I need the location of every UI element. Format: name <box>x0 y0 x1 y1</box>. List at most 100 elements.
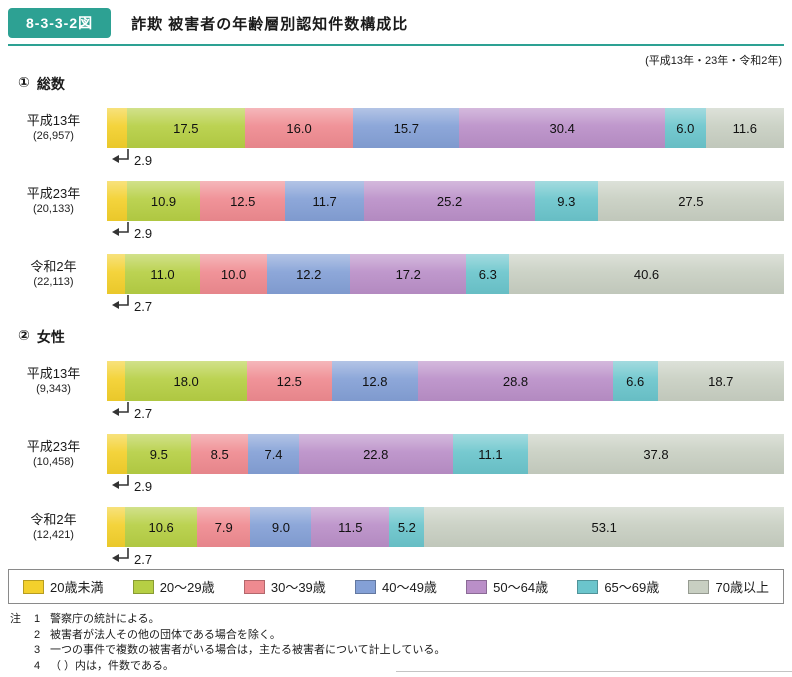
legend-swatch <box>577 579 599 594</box>
segment-value-label: 16.0 <box>286 120 312 136</box>
bar-segment: 10.9 <box>126 181 201 221</box>
bar-segment: 15.7 <box>353 108 460 148</box>
bar-area: 10.6 7.9 9.0 11.5 5.2 53.1 2.7 <box>107 507 784 567</box>
segment-value-label: 22.8 <box>363 446 389 462</box>
first-segment-value: 2.7 <box>134 406 153 421</box>
bar-segment: 22.8 <box>298 434 453 474</box>
chart-row: 平成13年 (9,343) 18.0 12.5 12.8 28.8 6.6 18.7 2.7 <box>8 361 784 421</box>
bar-area: 10.9 12.5 11.7 25.2 9.3 27.5 2.9 <box>107 181 784 241</box>
bar-segment: 37.8 <box>528 434 784 474</box>
section-total-rows: 平成13年 (26,957) 17.5 16.0 15.7 30.4 6.0 11.6 2.9 平… <box>8 108 785 314</box>
segment-value-label: 15.7 <box>393 120 419 136</box>
bar-segment: 7.9 <box>197 507 251 547</box>
note-item: 1 警察庁の統計による。 <box>34 612 445 628</box>
note-number: 1 <box>34 613 41 625</box>
figure-header: 8-3-3-2図 詐欺 被害者の年齢層別認知件数構成比 <box>8 8 784 46</box>
bar-segment: 11.6 <box>705 108 785 148</box>
first-segment-annotation: 2.9 <box>111 222 152 242</box>
stacked-bar: 18.0 12.5 12.8 28.8 6.6 18.7 <box>107 361 784 401</box>
note-item: 3 一つの事件で複数の被害者がいる場合は，主たる被害者について計上している。 <box>34 643 445 659</box>
notes-label: 注 <box>10 613 21 625</box>
bar-segment: 10.0 <box>199 254 268 294</box>
legend-swatch <box>466 579 488 594</box>
segment-value-label: 18.0 <box>173 373 199 389</box>
legend-label: 65～69歳 <box>604 580 660 595</box>
segment-value-label: 17.5 <box>173 120 199 136</box>
legend-item: 50～64歳 <box>466 577 548 596</box>
leader-arrow-icon <box>112 402 129 416</box>
first-segment-value: 2.7 <box>134 299 153 314</box>
stacked-bar: 17.5 16.0 15.7 30.4 6.0 11.6 <box>107 108 785 148</box>
section-total-heading: ① 総数 <box>18 74 784 94</box>
segment-value-label: 9.5 <box>149 446 168 462</box>
legend-item: 40～49歳 <box>355 577 437 596</box>
segment-value-label: 37.8 <box>643 446 669 462</box>
bar-segment: 11.0 <box>125 254 200 294</box>
bar-segment: 6.0 <box>664 108 706 148</box>
section-female-heading: ② 女性 <box>18 327 784 347</box>
bar-segment: 11.7 <box>285 181 365 221</box>
bar-segment: 25.2 <box>364 181 535 221</box>
legend-item: 20～29歳 <box>132 577 215 596</box>
first-segment-annotation: 2.9 <box>111 475 152 495</box>
row-label: 令和2年 (12,421) <box>8 507 107 542</box>
bar-area: 18.0 12.5 12.8 28.8 6.6 18.7 2.7 <box>107 361 784 421</box>
segment-value-label: 27.5 <box>678 193 704 209</box>
legend-label: 50～64歳 <box>493 580 549 595</box>
segment-value-label: 10.0 <box>220 266 247 282</box>
first-segment-annotation: 2.7 <box>111 548 152 568</box>
segment-value-label: 6.6 <box>626 373 645 389</box>
segment-value-label: 11.6 <box>732 120 757 136</box>
legend-swatch <box>243 579 265 594</box>
segment-value-label: 6.3 <box>478 266 497 282</box>
row-year-label: 平成13年 <box>26 366 81 381</box>
bar-segment: 27.5 <box>597 181 784 221</box>
notes-list: 1 警察庁の統計による。 2 被害者が法人その他の団体である場合を除く。 3 一つの事件で… <box>34 612 445 674</box>
bar-segment: 30.4 <box>459 108 665 148</box>
bar-segment <box>107 507 126 547</box>
first-segment-value: 2.9 <box>134 226 153 241</box>
first-segment-value: 2.7 <box>134 552 153 567</box>
segment-value-label: 18.7 <box>708 373 734 389</box>
legend-swatch <box>23 579 44 594</box>
section-female: ② 女性 平成13年 (9,343) 18.0 12.5 12.8 28.8 6.6 18.7… <box>8 327 784 567</box>
legend-label: 40～49歳 <box>382 580 437 595</box>
segment-value-label: 8.5 <box>210 446 229 462</box>
bar-segment: 5.2 <box>389 507 425 547</box>
segment-value-label: 53.1 <box>591 519 617 535</box>
bar-segment: 17.2 <box>350 254 467 294</box>
leader-arrow-icon <box>112 149 129 163</box>
bar-segment: 12.2 <box>267 254 351 294</box>
note-item: 2 被害者が法人その他の団体である場合を除く。 <box>34 628 445 644</box>
legend-label: 70歳以上 <box>715 580 769 595</box>
chart-row: 令和2年 (12,421) 10.6 7.9 9.0 11.5 5.2 53.1 2.7 <box>8 507 784 567</box>
bar-segment: 12.8 <box>331 361 419 401</box>
row-count-label: (22,113) <box>33 276 74 288</box>
leader-arrow-icon <box>112 475 129 489</box>
bar-segment <box>107 254 126 294</box>
bar-segment: 18.7 <box>657 361 784 401</box>
bar-segment: 6.6 <box>612 361 658 401</box>
row-year-label: 令和2年 <box>30 512 77 527</box>
bar-segment: 12.5 <box>247 361 332 401</box>
bar-segment <box>107 361 126 401</box>
notes: 注 1 警察庁の統計による。 2 被害者が法人その他の団体である場合を除く。 3 一つの事… <box>8 612 784 674</box>
segment-value-label: 11.5 <box>338 519 363 535</box>
first-segment-annotation: 2.9 <box>111 149 152 169</box>
segment-value-label: 25.2 <box>436 193 463 209</box>
legend-item: 65～69歳 <box>577 577 659 596</box>
first-segment-annotation: 2.7 <box>111 402 152 422</box>
row-label: 令和2年 (22,113) <box>8 254 107 289</box>
row-year-label: 平成23年 <box>26 439 81 454</box>
legend-item: 20歳未満 <box>23 577 103 596</box>
bar-segment: 9.0 <box>250 507 312 547</box>
legend-label: 20～29歳 <box>159 580 215 595</box>
legend-item: 30～39歳 <box>243 577 326 596</box>
note-number: 3 <box>34 644 41 656</box>
chart-row: 令和2年 (22,113) 11.0 10.0 12.2 17.2 6.3 40.6 2.7 <box>8 254 784 314</box>
row-label: 平成13年 (9,343) <box>8 361 107 396</box>
bar-segment: 28.8 <box>418 361 613 401</box>
note-number: 4 <box>34 659 41 672</box>
segment-value-label: 12.8 <box>362 373 388 389</box>
segment-value-label: 28.8 <box>502 373 529 389</box>
